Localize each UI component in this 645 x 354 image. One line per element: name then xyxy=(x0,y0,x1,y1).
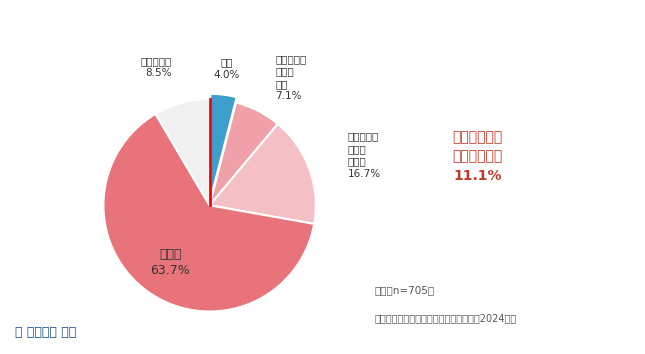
Text: 配属ガチャに
ハズレた・計
11.1%: 配属ガチャに ハズレた・計 11.1% xyxy=(452,130,502,183)
Text: いいえ
63.7%: いいえ 63.7% xyxy=(150,247,190,276)
Text: 分からない
8.5%: 分からない 8.5% xyxy=(141,56,172,78)
Wedge shape xyxy=(210,94,237,200)
Wedge shape xyxy=(210,124,316,224)
Text: はい
4.0%: はい 4.0% xyxy=(213,57,240,80)
Text: マイナビ転職、「新入社員の意識調査（2024）」: マイナビ転職、「新入社員の意識調査（2024）」 xyxy=(374,314,517,324)
Text: どちらかと
言うと
いいえ
16.7%: どちらかと 言うと いいえ 16.7% xyxy=(348,132,381,179)
Text: Q.今の職場は「配属ガチャ」にハズレたと思いますか？(SA): Q.今の職場は「配属ガチャ」にハズレたと思いますか？(SA) xyxy=(19,19,343,37)
Wedge shape xyxy=(103,114,314,312)
Text: どちらかと
言うと
はい
7.1%: どちらかと 言うと はい 7.1% xyxy=(275,54,306,101)
Wedge shape xyxy=(155,99,210,205)
Text: 全体（n=705）: 全体（n=705） xyxy=(374,285,434,295)
Text: 𝙈 マイナビ 転職: 𝙈 マイナビ 転職 xyxy=(15,326,75,339)
Wedge shape xyxy=(210,102,278,205)
